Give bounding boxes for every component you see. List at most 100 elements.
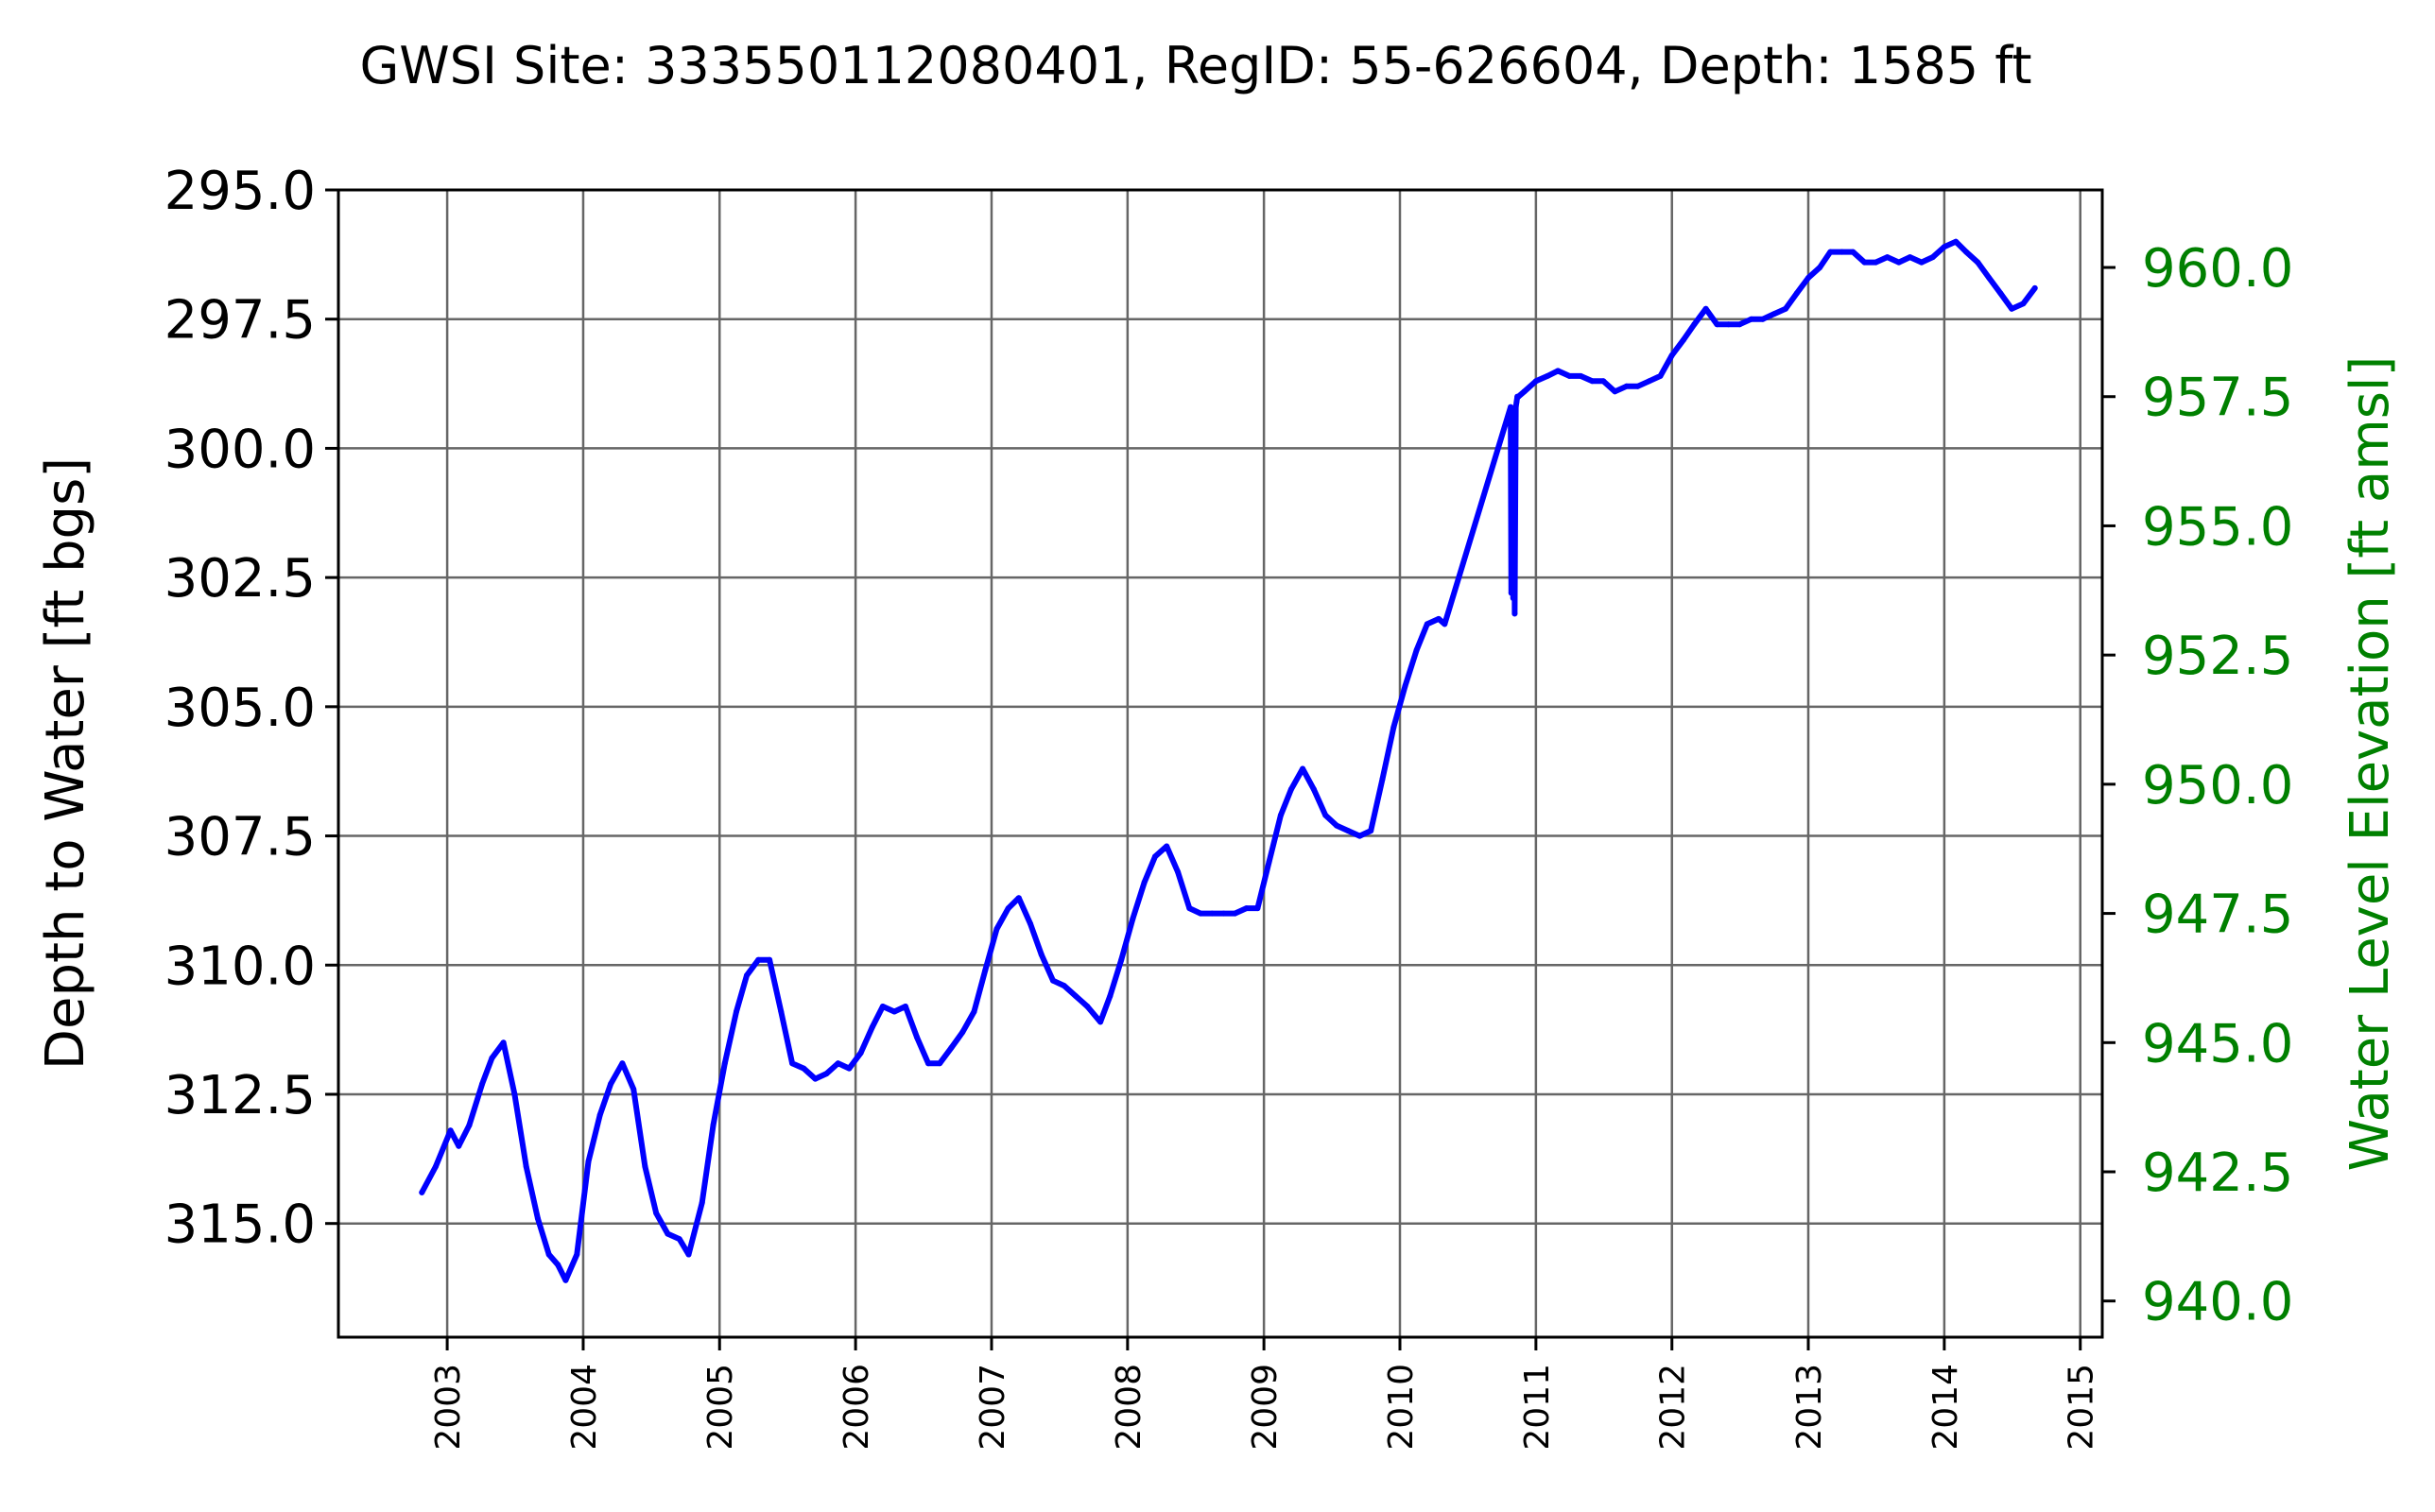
plot-frame bbox=[337, 188, 2104, 1339]
y-axis-label-right: Water Level Elevation [ft amsl] bbox=[2340, 356, 2401, 1172]
data-point bbox=[1508, 590, 1514, 596]
x-tick-label: 2005 bbox=[701, 1364, 740, 1451]
data-point bbox=[1152, 853, 1158, 860]
data-point bbox=[1545, 372, 1551, 379]
data-point bbox=[489, 1055, 495, 1061]
data-point bbox=[585, 1159, 592, 1165]
data-point bbox=[1827, 249, 1834, 255]
data-point bbox=[1084, 1004, 1091, 1009]
data-point bbox=[1300, 765, 1306, 772]
y-axis-left: 295.0 297.5 300.0 302.5 305.0 307.5 310.0 312.5… bbox=[164, 161, 338, 1256]
data-point bbox=[914, 1034, 921, 1040]
data-point bbox=[466, 1122, 473, 1128]
x-tick-label: 2006 bbox=[838, 1364, 876, 1451]
x-tick-label: 2011 bbox=[1518, 1364, 1557, 1451]
data-point bbox=[665, 1230, 671, 1237]
data-point bbox=[1681, 336, 1686, 343]
data-point bbox=[511, 1091, 518, 1097]
data-point bbox=[1164, 843, 1170, 850]
data-point bbox=[1287, 786, 1294, 793]
data-point bbox=[1515, 393, 1522, 400]
data-point bbox=[1884, 254, 1891, 261]
data-point bbox=[789, 1060, 796, 1067]
series-line bbox=[419, 238, 2038, 1283]
data-point bbox=[925, 1060, 931, 1067]
x-axis: 2003 2004 2005 2006 2007 2008 2009 2010 2011 2012… bbox=[429, 1337, 2101, 1451]
data-point bbox=[1986, 275, 1993, 281]
y-tick-label-left: 300.0 bbox=[164, 419, 316, 480]
data-point bbox=[619, 1060, 626, 1067]
data-point bbox=[1310, 786, 1317, 793]
data-point bbox=[823, 1071, 830, 1077]
data-point bbox=[1512, 404, 1519, 410]
data-point bbox=[1600, 378, 1607, 385]
y-tick-label-left: 307.5 bbox=[164, 807, 316, 868]
data-point bbox=[710, 1122, 717, 1128]
data-point bbox=[971, 1008, 977, 1015]
data-point bbox=[699, 1199, 705, 1206]
data-point bbox=[1555, 368, 1562, 374]
data-point bbox=[1243, 905, 1250, 912]
data-point bbox=[1334, 822, 1339, 829]
data-point bbox=[1220, 910, 1227, 917]
data-point bbox=[1963, 249, 1970, 255]
data-point bbox=[1839, 249, 1845, 255]
x-tick-label: 2010 bbox=[1382, 1364, 1421, 1451]
data-point bbox=[1141, 879, 1148, 885]
data-point bbox=[1578, 372, 1584, 379]
data-point bbox=[1589, 378, 1596, 385]
data-point bbox=[1413, 646, 1420, 653]
data-point bbox=[1997, 290, 2004, 297]
data-point bbox=[879, 1004, 886, 1009]
data-point bbox=[721, 1060, 728, 1067]
data-point bbox=[1657, 372, 1664, 379]
data-point bbox=[1073, 993, 1079, 1000]
data-point bbox=[1770, 311, 1777, 318]
data-point bbox=[801, 1065, 807, 1072]
data-point bbox=[1254, 905, 1261, 912]
data-point bbox=[1345, 828, 1352, 834]
data-point bbox=[1714, 321, 1720, 328]
data-point bbox=[1873, 259, 1879, 266]
y-tick-label-left: 302.5 bbox=[164, 548, 316, 610]
data-point bbox=[1442, 621, 1448, 627]
data-point bbox=[1511, 409, 1517, 416]
data-point bbox=[1379, 776, 1386, 782]
data-point bbox=[1175, 868, 1182, 875]
data-point bbox=[2031, 284, 2038, 291]
data-point bbox=[1402, 683, 1408, 689]
data-point bbox=[1805, 275, 1811, 281]
data-point bbox=[1266, 858, 1272, 865]
x-tick-label: 2014 bbox=[1926, 1364, 1965, 1451]
data-point bbox=[1198, 910, 1204, 917]
y-tick-label-left: 312.5 bbox=[164, 1065, 316, 1126]
data-point bbox=[1975, 259, 1981, 266]
data-point bbox=[948, 1044, 955, 1051]
y-tick-label-right: 957.5 bbox=[2142, 368, 2293, 429]
data-point bbox=[1736, 321, 1743, 328]
data-point bbox=[1511, 610, 1518, 617]
data-point bbox=[744, 972, 750, 979]
data-point bbox=[479, 1081, 486, 1087]
data-point bbox=[1510, 595, 1516, 601]
y-tick-label-right: 940.0 bbox=[2142, 1272, 2293, 1333]
data-point bbox=[835, 1060, 841, 1067]
data-point bbox=[1368, 828, 1374, 834]
x-tick-label: 2004 bbox=[565, 1364, 604, 1451]
data-point bbox=[1508, 404, 1514, 410]
data-point bbox=[1668, 352, 1675, 358]
grid bbox=[338, 188, 2102, 1337]
data-point bbox=[1941, 244, 1947, 250]
y-tick-label-right: 950.0 bbox=[2142, 755, 2293, 816]
y-axis-label-left: Depth to Water [ft bgs] bbox=[35, 457, 96, 1070]
y-tick-label-right: 960.0 bbox=[2142, 238, 2293, 300]
data-point bbox=[642, 1163, 648, 1170]
data-point bbox=[1634, 383, 1641, 389]
data-point bbox=[902, 1004, 908, 1009]
data-point bbox=[1702, 305, 1709, 312]
data-point bbox=[1907, 254, 1913, 261]
y-tick-label-right: 945.0 bbox=[2142, 1013, 2293, 1074]
data-point bbox=[857, 1050, 864, 1057]
x-tick-label: 2015 bbox=[2063, 1364, 2101, 1451]
